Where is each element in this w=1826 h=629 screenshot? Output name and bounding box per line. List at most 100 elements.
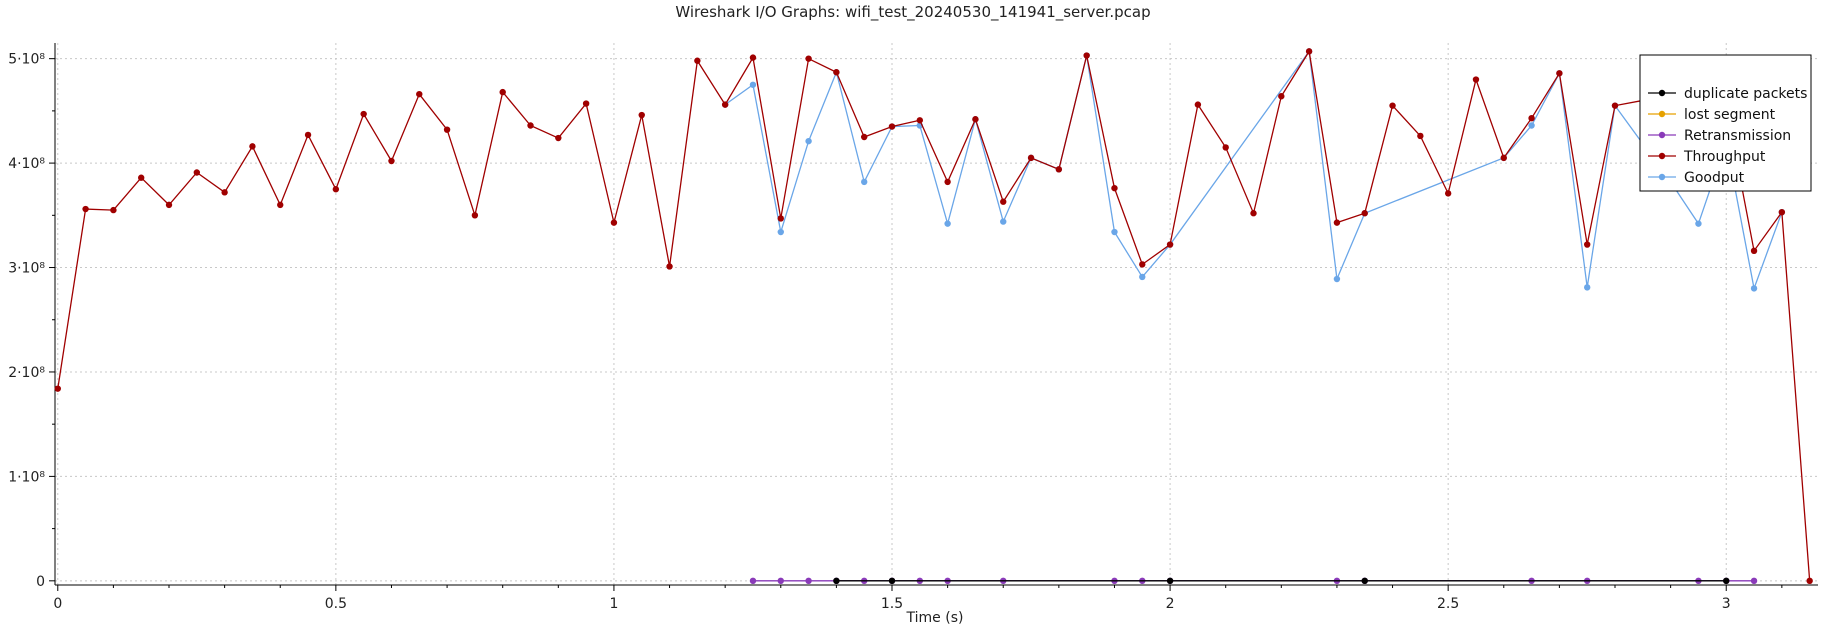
data-point	[388, 157, 395, 165]
legend-item[interactable]: duplicate packets	[1648, 86, 1807, 102]
data-point	[1055, 166, 1063, 173]
legend-box	[1639, 54, 1812, 192]
data-point	[1750, 247, 1758, 255]
data-point	[165, 201, 173, 209]
chart-title: Wireshark I/O Graphs: wifi_test_20240530…	[675, 3, 1150, 22]
data-point	[972, 116, 979, 123]
data-point	[805, 55, 812, 62]
x-axis-label: Time (s)	[906, 610, 964, 626]
y-tick-label: 1·10⁸	[8, 469, 45, 485]
data-point	[499, 88, 506, 96]
data-point	[1361, 210, 1368, 217]
data-point	[582, 100, 590, 107]
data-point	[1750, 577, 1758, 585]
data-point	[1778, 208, 1786, 216]
data-point	[833, 577, 840, 585]
legend-marker	[1658, 131, 1666, 139]
data-point	[1139, 273, 1146, 281]
legend-label: Retransmission	[1684, 128, 1791, 144]
legend-marker	[1658, 173, 1666, 181]
data-point	[1222, 144, 1229, 151]
data-point	[277, 201, 284, 209]
data-point	[1611, 102, 1619, 109]
data-point	[944, 178, 951, 186]
legend[interactable]: duplicate packets lost segment Retransmiss…	[1639, 54, 1812, 192]
data-point	[1361, 577, 1368, 585]
data-point	[1333, 275, 1341, 283]
data-point	[1389, 102, 1396, 109]
data-point	[1083, 52, 1090, 59]
data-point	[1695, 220, 1702, 227]
x-tick-label: 1.5	[881, 596, 903, 612]
data-point	[1250, 210, 1257, 217]
legend-label: Goodput	[1684, 170, 1745, 186]
data-point	[1139, 261, 1146, 268]
series-line	[57, 49, 1811, 581]
x-tick-label: 0.5	[325, 596, 347, 612]
data-point	[777, 228, 784, 236]
data-point	[1166, 577, 1174, 585]
data-point	[360, 110, 367, 118]
grid-lines	[55, 43, 1818, 585]
legend-label: Throughput	[1683, 149, 1766, 165]
data-point	[1000, 218, 1007, 225]
data-point	[749, 54, 757, 61]
legend-item[interactable]: Retransmission	[1648, 128, 1791, 144]
legend-marker	[1658, 110, 1666, 118]
series-duplicate-packets	[833, 577, 1730, 585]
data-point	[1305, 48, 1313, 55]
data-point	[1194, 101, 1202, 108]
data-point	[416, 90, 423, 98]
data-point	[861, 178, 868, 186]
data-point	[805, 137, 812, 145]
y-tick-label: 2·10⁸	[8, 365, 45, 381]
data-point	[82, 205, 89, 213]
data-point	[221, 189, 228, 196]
data-point	[471, 212, 479, 219]
data-point	[1556, 70, 1563, 77]
y-tick-label: 3·10⁸	[8, 261, 45, 277]
data-point	[54, 385, 61, 392]
x-tick-label: 2.5	[1437, 596, 1459, 612]
data-point	[1583, 284, 1591, 291]
data-point	[1111, 228, 1118, 236]
data-point	[944, 220, 951, 227]
axes: 0 0.5 1 1.5 2 2.5 3 0 1·10⁸ 2·10⁸ 3·10⁸ 4·10⁸ 5·10⁸	[8, 43, 1818, 612]
data-point	[1750, 285, 1758, 292]
x-tick-label: 1	[609, 596, 618, 612]
data-point	[1806, 577, 1813, 585]
legend-marker	[1658, 89, 1666, 97]
legend-item[interactable]: Goodput	[1648, 170, 1745, 186]
data-point	[110, 206, 117, 214]
data-point	[805, 577, 812, 585]
data-point	[1278, 93, 1285, 100]
data-point	[721, 101, 729, 108]
data-point	[527, 122, 534, 129]
y-tick-label: 0	[36, 574, 45, 590]
y-tick-label: 4·10⁸	[8, 156, 45, 172]
data-point	[749, 81, 757, 88]
data-point	[861, 133, 868, 141]
data-point	[1500, 154, 1507, 162]
data-point	[1472, 76, 1480, 83]
data-point	[443, 126, 451, 133]
data-point	[138, 174, 145, 181]
data-point	[1723, 577, 1730, 585]
data-point	[249, 143, 256, 150]
series-goodput	[721, 48, 1786, 292]
legend-item[interactable]: Throughput	[1648, 149, 1766, 165]
series-throughput	[54, 48, 1813, 585]
data-point	[1583, 241, 1591, 248]
data-point	[610, 219, 618, 226]
series-layer	[54, 48, 1813, 585]
y-tick-label: 5·10⁸	[8, 52, 45, 68]
data-point	[1166, 241, 1174, 248]
data-point	[666, 263, 673, 270]
data-point	[1000, 198, 1007, 205]
legend-item[interactable]: lost segment	[1648, 107, 1776, 123]
data-point	[1111, 184, 1118, 192]
data-point	[304, 131, 312, 139]
data-point	[888, 123, 896, 130]
data-point	[1027, 154, 1035, 162]
